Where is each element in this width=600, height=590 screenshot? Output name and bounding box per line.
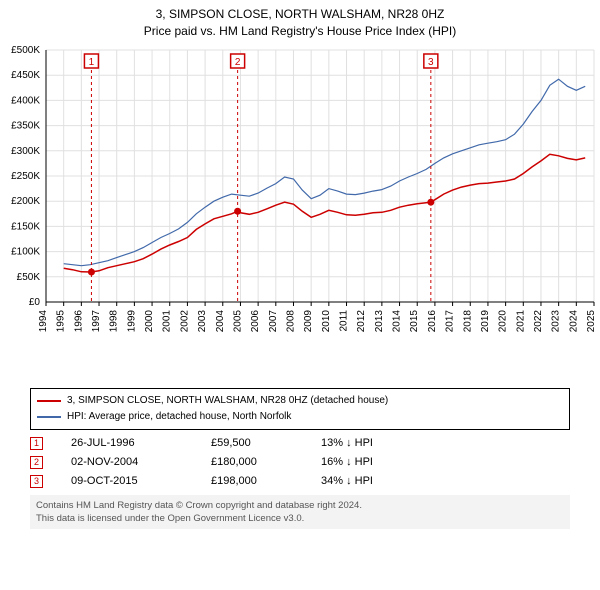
svg-text:2017: 2017 xyxy=(445,309,456,332)
footer-line1: Contains HM Land Registry data © Crown c… xyxy=(36,499,564,512)
svg-text:2012: 2012 xyxy=(356,309,367,332)
svg-text:2016: 2016 xyxy=(427,309,438,332)
sale-marker-1: 1 xyxy=(30,437,43,450)
svg-text:1994: 1994 xyxy=(38,309,49,332)
legend-box: 3, SIMPSON CLOSE, NORTH WALSHAM, NR28 0H… xyxy=(30,388,570,430)
sale-marker-2: 2 xyxy=(30,456,43,469)
svg-text:2010: 2010 xyxy=(321,309,332,332)
sale-price-3: £198,000 xyxy=(211,475,321,487)
svg-text:2006: 2006 xyxy=(250,309,261,332)
svg-text:1998: 1998 xyxy=(109,309,120,332)
svg-text:£500K: £500K xyxy=(11,45,40,56)
svg-text:2009: 2009 xyxy=(303,309,314,332)
svg-text:£400K: £400K xyxy=(11,95,40,106)
sale-date-3: 09-OCT-2015 xyxy=(71,475,211,487)
svg-text:2025: 2025 xyxy=(586,309,597,332)
svg-text:2002: 2002 xyxy=(179,309,190,332)
svg-text:2015: 2015 xyxy=(409,309,420,332)
svg-text:2023: 2023 xyxy=(551,309,562,332)
sale-date-2: 02-NOV-2004 xyxy=(71,456,211,468)
legend-row-property: 3, SIMPSON CLOSE, NORTH WALSHAM, NR28 0H… xyxy=(37,393,563,409)
svg-text:£250K: £250K xyxy=(11,171,40,182)
footer-attribution: Contains HM Land Registry data © Crown c… xyxy=(30,495,570,530)
svg-text:£300K: £300K xyxy=(11,145,40,156)
svg-text:2000: 2000 xyxy=(144,309,155,332)
svg-text:£150K: £150K xyxy=(11,221,40,232)
svg-text:2003: 2003 xyxy=(197,309,208,332)
legend-label-property: 3, SIMPSON CLOSE, NORTH WALSHAM, NR28 0H… xyxy=(67,393,388,409)
sale-delta-2: 16% ↓ HPI xyxy=(321,456,431,468)
svg-text:2001: 2001 xyxy=(162,309,173,332)
chart-container: 3, SIMPSON CLOSE, NORTH WALSHAM, NR28 0H… xyxy=(0,0,600,529)
title-block: 3, SIMPSON CLOSE, NORTH WALSHAM, NR28 0H… xyxy=(0,0,600,42)
svg-text:£450K: £450K xyxy=(11,70,40,81)
svg-text:2: 2 xyxy=(235,57,241,68)
title-address: 3, SIMPSON CLOSE, NORTH WALSHAM, NR28 0H… xyxy=(0,6,600,23)
chart-area: £0 £50K £100K £150K £200K £250K £300K £350K £400… xyxy=(0,42,600,382)
svg-text:2007: 2007 xyxy=(268,309,279,332)
legend-row-hpi: HPI: Average price, detached house, Nort… xyxy=(37,409,563,425)
svg-text:£50K: £50K xyxy=(17,271,41,282)
svg-text:2020: 2020 xyxy=(498,309,509,332)
svg-text:2018: 2018 xyxy=(462,309,473,332)
footer-line2: This data is licensed under the Open Gov… xyxy=(36,512,564,525)
svg-text:£0: £0 xyxy=(29,297,41,308)
svg-text:£100K: £100K xyxy=(11,246,40,257)
legend-swatch-property xyxy=(37,400,61,402)
svg-text:1995: 1995 xyxy=(56,309,67,332)
svg-text:2014: 2014 xyxy=(392,309,403,332)
svg-text:3: 3 xyxy=(428,57,434,68)
sale-price-1: £59,500 xyxy=(211,437,321,449)
svg-text:2005: 2005 xyxy=(232,309,243,332)
svg-text:2021: 2021 xyxy=(515,309,526,332)
svg-text:2008: 2008 xyxy=(285,309,296,332)
svg-text:2019: 2019 xyxy=(480,309,491,332)
svg-text:1: 1 xyxy=(89,57,95,68)
title-subtitle: Price paid vs. HM Land Registry's House … xyxy=(0,23,600,40)
svg-text:1997: 1997 xyxy=(91,309,102,332)
sale-delta-1: 13% ↓ HPI xyxy=(321,437,431,449)
svg-text:£200K: £200K xyxy=(11,196,40,207)
sale-date-1: 26-JUL-1996 xyxy=(71,437,211,449)
sale-delta-3: 34% ↓ HPI xyxy=(321,475,431,487)
svg-text:1999: 1999 xyxy=(126,309,137,332)
chart-svg: £0 £50K £100K £150K £200K £250K £300K £350K £400… xyxy=(0,42,600,382)
svg-text:2024: 2024 xyxy=(568,309,579,332)
svg-text:2011: 2011 xyxy=(339,309,350,331)
svg-text:2022: 2022 xyxy=(533,309,544,332)
svg-text:£350K: £350K xyxy=(11,120,40,131)
svg-text:2004: 2004 xyxy=(215,309,226,332)
sale-price-2: £180,000 xyxy=(211,456,321,468)
legend-label-hpi: HPI: Average price, detached house, Nort… xyxy=(67,409,291,425)
svg-text:1996: 1996 xyxy=(73,309,84,332)
sale-row-1: 1 26-JUL-1996 £59,500 13% ↓ HPI xyxy=(30,434,570,453)
svg-text:2013: 2013 xyxy=(374,309,385,332)
legend-swatch-hpi xyxy=(37,416,61,418)
sale-row-3: 3 09-OCT-2015 £198,000 34% ↓ HPI xyxy=(30,472,570,491)
sale-marker-3: 3 xyxy=(30,475,43,488)
sales-table: 1 26-JUL-1996 £59,500 13% ↓ HPI 2 02-NOV… xyxy=(30,434,570,491)
sale-row-2: 2 02-NOV-2004 £180,000 16% ↓ HPI xyxy=(30,453,570,472)
